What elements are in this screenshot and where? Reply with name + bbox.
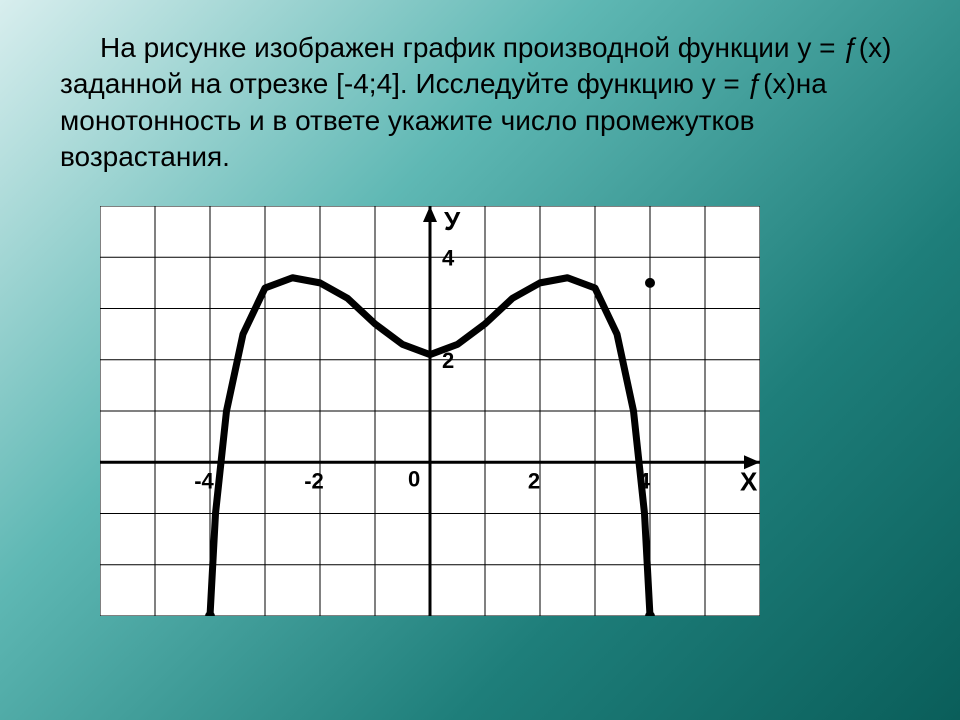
svg-text:-4: -4 [194, 468, 214, 493]
problem-text: На рисунке изображен график производной … [60, 30, 900, 176]
svg-text:0: 0 [408, 466, 420, 491]
svg-text:X: X [740, 466, 758, 496]
slide: На рисунке изображен график производной … [0, 0, 960, 616]
derivative-chart: УX0-4-22424 [100, 206, 760, 616]
svg-text:2: 2 [528, 468, 540, 493]
chart-svg: УX0-4-22424 [100, 206, 760, 616]
svg-text:4: 4 [442, 245, 455, 270]
svg-text:У: У [444, 206, 461, 236]
svg-text:-2: -2 [304, 468, 324, 493]
